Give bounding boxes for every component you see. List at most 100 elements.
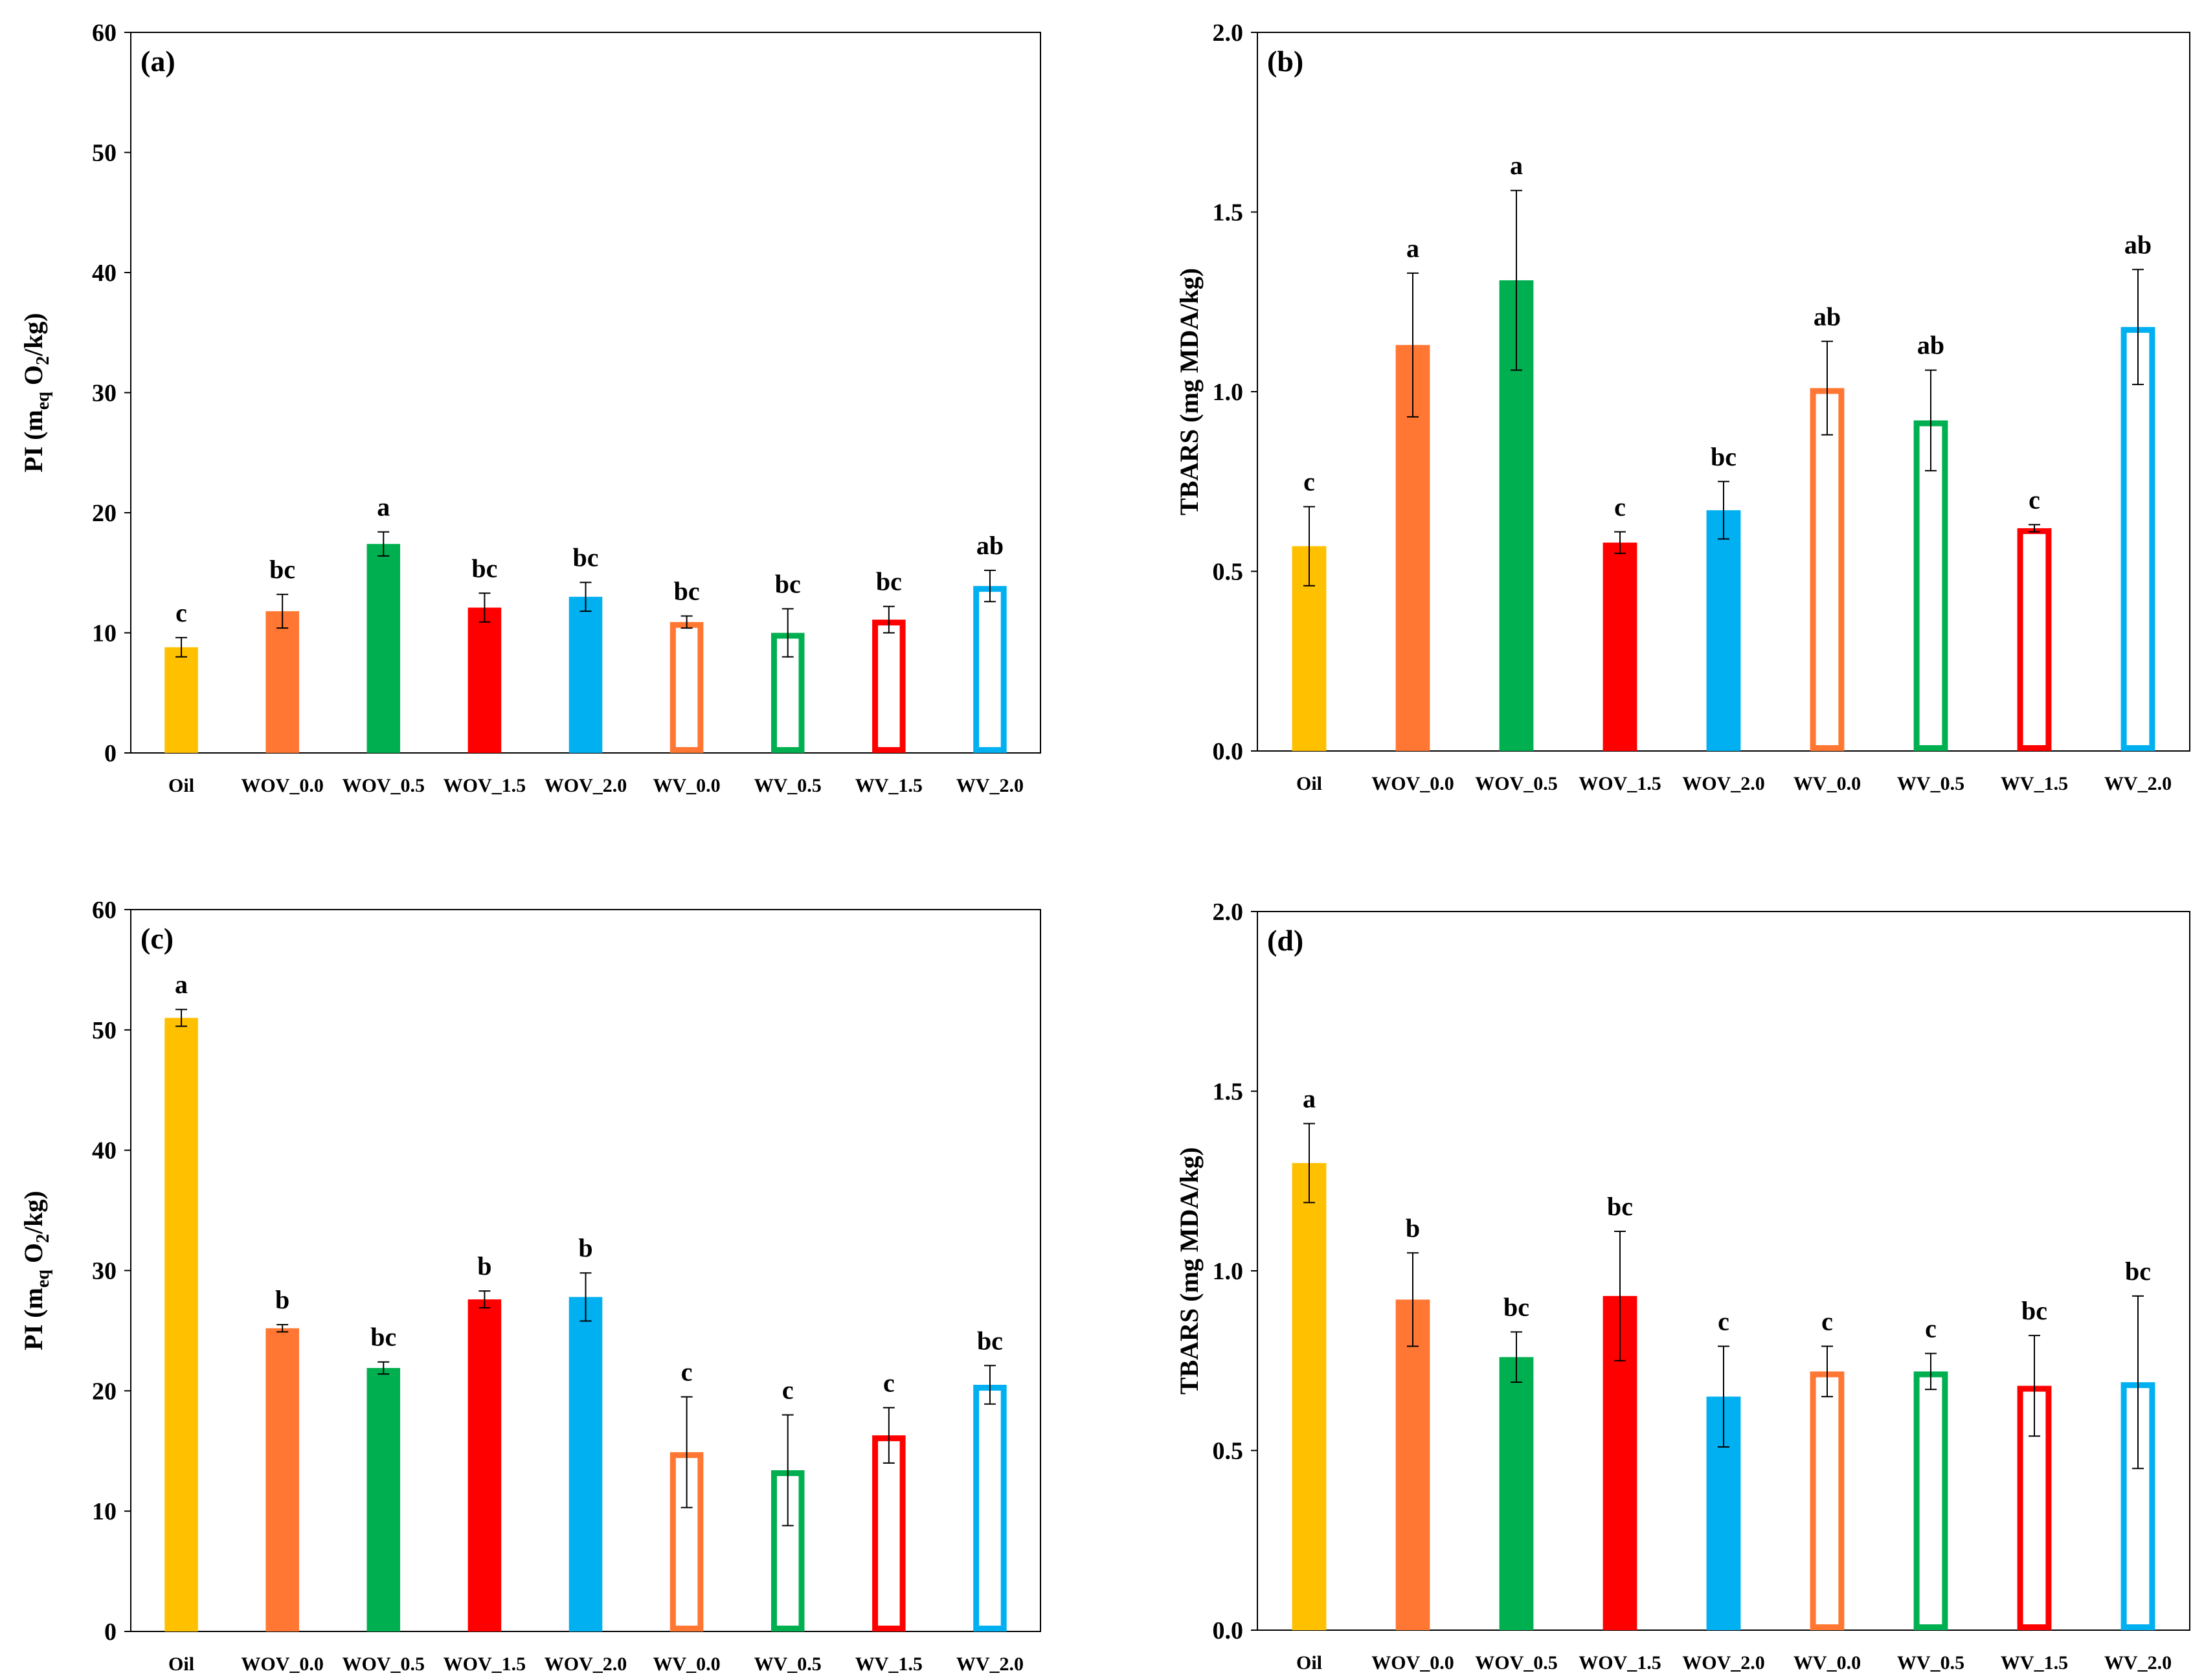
significance-label: bc	[2125, 1257, 2151, 1286]
bar-wv-0-0	[669, 622, 704, 753]
bar-wv-1-5	[2017, 528, 2052, 752]
error-bar	[680, 615, 693, 629]
x-tick-label: WOV_2.0	[545, 775, 627, 796]
significance-label: bc	[876, 567, 902, 596]
y-axis-title: PI (meq O2/kg)	[19, 1191, 53, 1350]
x-tick-label: WOV_0.0	[1371, 1652, 1454, 1674]
panel-label: (a)	[141, 45, 175, 78]
y-axis-title: TBARS (mg MDA/kg)	[1175, 268, 1204, 515]
x-tick-label: WOV_2.0	[1682, 773, 1765, 794]
significance-label: c	[883, 1368, 895, 1397]
error-bar	[1511, 1331, 1522, 1383]
bar-wv-1-5	[872, 1435, 906, 1631]
error-bar	[377, 1361, 390, 1375]
x-tick-label: WOV_1.5	[444, 775, 526, 796]
x-tick-label: Oil	[1296, 1652, 1322, 1674]
significance-label: ab	[2124, 230, 2152, 259]
significance-label: b	[275, 1285, 289, 1314]
significance-label: a	[1406, 234, 1419, 263]
error-bar	[984, 570, 996, 603]
significance-label: a	[1510, 151, 1523, 180]
significance-label: bc	[1607, 1192, 1633, 1221]
significance-label: b	[1406, 1213, 1420, 1242]
x-tick-label: WOV_1.5	[444, 1653, 526, 1675]
x-tick-label: Oil	[1296, 773, 1322, 794]
error-bar	[1407, 1252, 1419, 1347]
error-bar	[1614, 1230, 1626, 1361]
bar-wv-2-0	[973, 586, 1007, 754]
bar-wv-1-5	[872, 620, 906, 753]
y-tick-label: 30	[92, 380, 117, 407]
y-tick-label: 30	[92, 1258, 117, 1285]
panel-label: (d)	[1267, 924, 1303, 957]
panel-label: (b)	[1267, 45, 1303, 78]
x-tick-label: WV_1.5	[2001, 1652, 2068, 1674]
y-tick-label: 60	[92, 897, 117, 924]
error-bar	[1303, 1123, 1315, 1204]
significance-label: bc	[269, 555, 295, 584]
x-tick-label: WOV_1.5	[1579, 1652, 1661, 1674]
y-tick-label: 2.0	[1213, 899, 1244, 926]
error-bar	[1718, 480, 1729, 540]
x-tick-label: WV_1.5	[2001, 773, 2068, 794]
error-bar	[478, 1290, 491, 1309]
y-tick-label: 50	[92, 1017, 117, 1044]
significance-label: c	[1718, 1307, 1729, 1336]
x-tick-label: WOV_1.5	[1579, 773, 1661, 794]
bar-oil	[164, 1018, 198, 1631]
y-tick-label: 10	[92, 620, 117, 647]
y-tick-label: 0.5	[1213, 1438, 1244, 1465]
error-bar	[1511, 190, 1522, 371]
significance-label: bc	[977, 1326, 1003, 1355]
bar-wov-1-5	[467, 607, 502, 753]
significance-label: c	[782, 1376, 794, 1405]
bar-wv-2-0	[2120, 327, 2155, 752]
x-tick-label: WOV_0.5	[343, 1653, 425, 1675]
x-tick-label: WV_0.0	[653, 775, 721, 796]
bar-wv-2-0	[973, 1385, 1007, 1632]
significance-label: c	[1614, 492, 1626, 521]
y-tick-label: 0.0	[1213, 738, 1244, 765]
significance-label: b	[477, 1251, 491, 1281]
x-tick-label: Oil	[168, 1653, 194, 1675]
error-bar	[478, 592, 491, 623]
significance-label: bc	[471, 554, 497, 583]
bar-wov-1-5	[1602, 543, 1637, 751]
x-tick-label: WOV_0.5	[343, 775, 425, 796]
y-tick-label: 0	[104, 1618, 117, 1646]
x-tick-label: WV_1.5	[855, 1653, 923, 1675]
bar-wov-0-5	[1499, 1357, 1534, 1630]
x-tick-label: WV_0.5	[754, 775, 822, 796]
error-bar	[175, 636, 188, 658]
bar-oil	[1292, 1163, 1327, 1630]
error-bar	[1407, 272, 1419, 418]
x-tick-label: WOV_0.0	[1371, 773, 1454, 794]
error-bar	[175, 1009, 188, 1027]
x-tick-label: WV_0.5	[1897, 773, 1964, 794]
error-bar	[984, 1365, 996, 1405]
y-tick-label: 1.0	[1213, 1258, 1244, 1285]
x-tick-label: WOV_0.0	[241, 1653, 324, 1675]
significance-label: bc	[2021, 1296, 2047, 1325]
y-tick-label: 0	[104, 740, 117, 767]
bar-wov-2-0	[568, 1297, 603, 1631]
significance-label: ab	[976, 531, 1004, 560]
error-bar	[1303, 506, 1315, 587]
significance-label: c	[681, 1358, 693, 1387]
y-tick-label: 1.5	[1213, 199, 1244, 227]
significance-label: a	[1303, 1084, 1316, 1113]
chart-panel-b: 0.0 0.5 1.0 1.5 2.0 (b) TBARS (mg MDA/kg) c Oil a…	[1175, 19, 2190, 794]
bar-wv-0-5	[1913, 420, 1948, 752]
significance-label: bc	[1711, 442, 1737, 471]
error-bar	[1925, 1352, 1937, 1391]
x-tick-label: WV_1.5	[855, 775, 923, 796]
significance-label: c	[1303, 467, 1315, 497]
error-bar	[1925, 369, 1937, 472]
significance-label: bc	[573, 543, 599, 572]
significance-label: bc	[370, 1323, 396, 1352]
y-tick-label: 1.0	[1213, 379, 1244, 406]
error-bar	[377, 531, 390, 557]
y-tick-label: 0.5	[1213, 559, 1244, 586]
y-tick-label: 1.5	[1213, 1079, 1244, 1106]
x-tick-label: WOV_0.5	[1475, 1652, 1558, 1674]
